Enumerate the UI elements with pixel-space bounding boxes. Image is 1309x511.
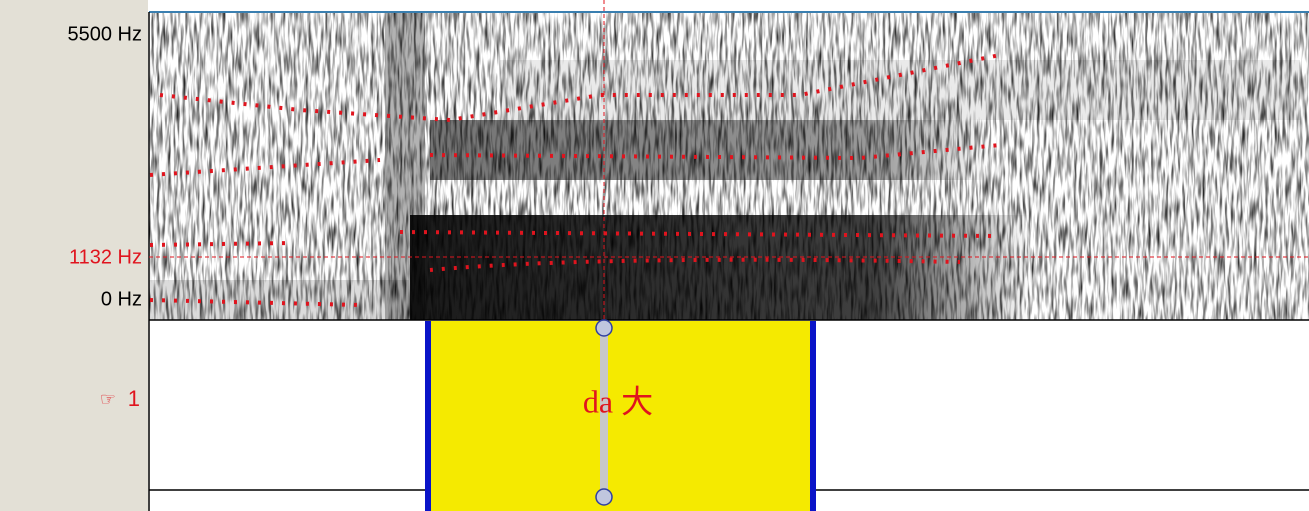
spectrogram — [149, 13, 1309, 320]
cursor-frequency-label: 1132 Hz — [69, 246, 142, 268]
y-max-label: 5500 Hz — [68, 23, 143, 45]
cursor-handle[interactable] — [595, 488, 613, 506]
y-min-label: 0 Hz — [101, 288, 142, 310]
selected-interval[interactable] — [428, 321, 813, 511]
tier-pointer: ☞ — [100, 389, 116, 410]
cursor-handle[interactable] — [595, 319, 613, 337]
label-panel — [0, 0, 148, 511]
interval-text[interactable]: da 大 — [583, 383, 653, 419]
formant-tracks — [149, 53, 1001, 307]
tier-name[interactable]: 1 — [128, 386, 140, 411]
